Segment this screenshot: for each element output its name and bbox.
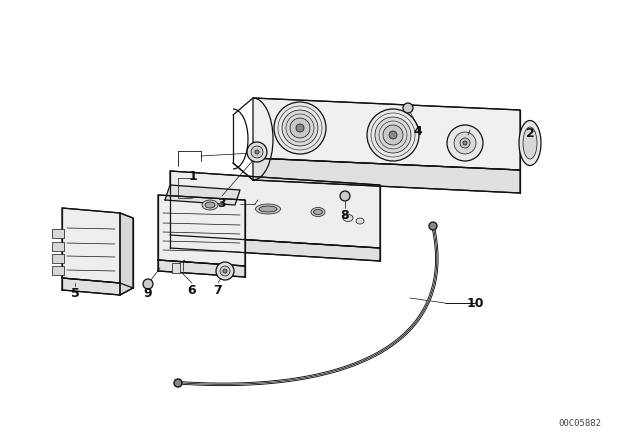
Ellipse shape [205, 202, 215, 208]
Polygon shape [62, 278, 120, 295]
Bar [52, 242, 64, 251]
Circle shape [247, 142, 267, 162]
Polygon shape [165, 185, 240, 205]
Text: 7: 7 [214, 284, 222, 297]
Text: 4: 4 [413, 125, 422, 138]
Circle shape [375, 117, 411, 153]
Bar [52, 229, 64, 238]
Polygon shape [120, 213, 133, 295]
Polygon shape [253, 98, 520, 170]
Ellipse shape [343, 215, 353, 221]
Circle shape [274, 102, 326, 154]
Polygon shape [253, 158, 520, 193]
Ellipse shape [314, 210, 323, 215]
Circle shape [403, 103, 413, 113]
Ellipse shape [255, 204, 280, 214]
Bar [52, 266, 64, 275]
Circle shape [296, 124, 304, 132]
Polygon shape [170, 235, 380, 261]
Circle shape [143, 279, 153, 289]
Circle shape [282, 110, 318, 146]
Circle shape [367, 109, 419, 161]
Circle shape [454, 132, 476, 154]
Text: 10: 10 [467, 297, 484, 310]
Polygon shape [170, 171, 380, 248]
Circle shape [429, 222, 437, 230]
Ellipse shape [311, 207, 325, 216]
Circle shape [463, 141, 467, 145]
Text: 1: 1 [189, 169, 197, 182]
Text: 6: 6 [188, 284, 196, 297]
Circle shape [447, 125, 483, 161]
Circle shape [383, 125, 403, 145]
Ellipse shape [259, 206, 277, 212]
Bar [172, 263, 180, 273]
Circle shape [340, 191, 350, 201]
Polygon shape [62, 208, 120, 283]
Text: 8: 8 [340, 208, 349, 221]
Polygon shape [158, 260, 245, 277]
Bar [52, 254, 64, 263]
Circle shape [220, 266, 230, 276]
Polygon shape [158, 195, 245, 266]
Ellipse shape [523, 127, 537, 159]
Ellipse shape [202, 200, 218, 210]
Text: 2: 2 [525, 126, 534, 139]
Text: 5: 5 [70, 287, 79, 300]
Text: 9: 9 [144, 287, 152, 300]
Circle shape [174, 379, 182, 387]
Text: 3: 3 [218, 197, 227, 210]
Ellipse shape [356, 218, 364, 224]
Circle shape [223, 269, 227, 273]
Circle shape [460, 138, 470, 148]
Circle shape [251, 146, 263, 158]
Text: 00C05882: 00C05882 [559, 418, 602, 427]
Circle shape [290, 118, 310, 138]
Circle shape [255, 150, 259, 154]
Ellipse shape [519, 121, 541, 165]
Circle shape [216, 262, 234, 280]
Circle shape [389, 131, 397, 139]
